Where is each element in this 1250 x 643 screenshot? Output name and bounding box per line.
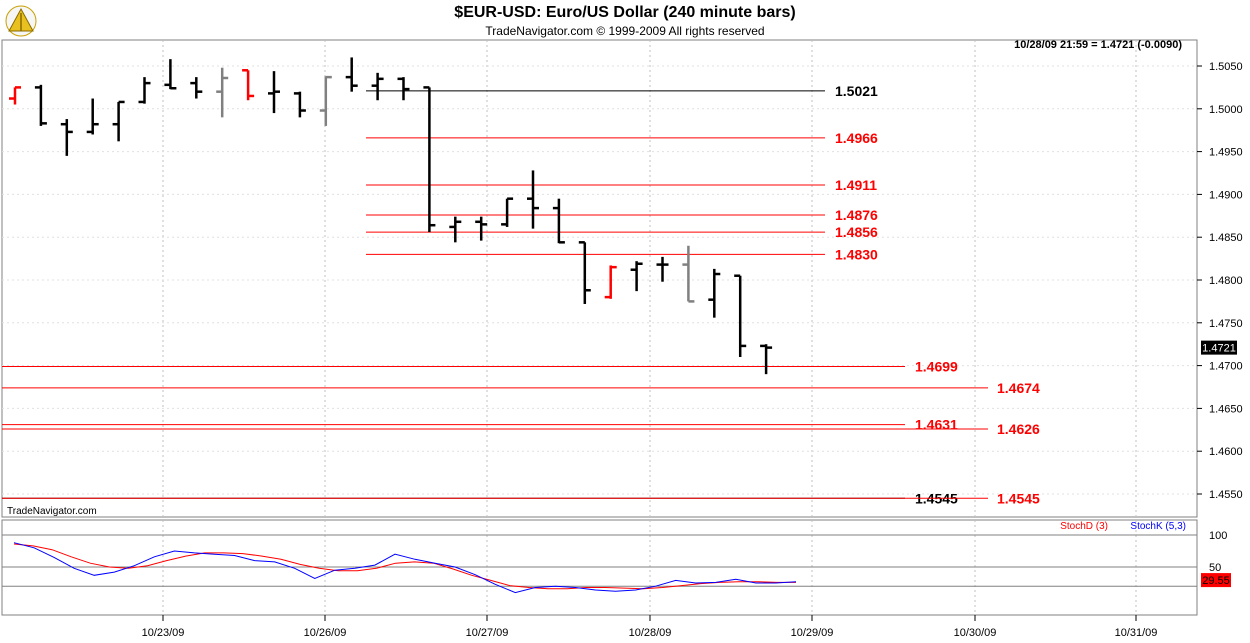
price-level-label: 1.5021	[835, 83, 878, 99]
last-price-label: 1.4721	[1202, 343, 1236, 355]
price-level-label: 1.4626	[997, 421, 1040, 437]
price-level-label: 1.4699	[915, 358, 958, 374]
price-tick-label: 1.4700	[1209, 361, 1243, 373]
price-tick-label: 1.4600	[1209, 446, 1243, 458]
stoch-legend-label-k: StochK (5,3)	[1130, 521, 1186, 532]
price-level-label: 1.4674	[997, 380, 1040, 396]
price-panel-frame	[1, 39, 1198, 518]
trade-navigator-logo-icon	[5, 5, 37, 37]
price-level-label: 1.4876	[835, 207, 878, 223]
stoch-series-line-1	[13, 542, 797, 594]
stoch-tick-label: 50	[1209, 562, 1221, 574]
stoch-tick-label: 100	[1209, 530, 1227, 542]
price-level-label: 1.4856	[835, 224, 878, 240]
date-tick-label: 10/29/09	[791, 627, 834, 639]
chart-subtitle: TradeNavigator.com © 1999-2009 All right…	[485, 24, 765, 38]
price-tick-label: 1.5000	[1209, 104, 1243, 116]
stoch-last-value-label: 29.55	[1202, 575, 1230, 587]
price-level-label: 1.4830	[835, 246, 878, 262]
last-price-marker	[1201, 340, 1237, 355]
price-tick-label: 1.5050	[1209, 61, 1243, 73]
price-level-label: 1.4545	[997, 490, 1040, 506]
price-tick-label: 1.4900	[1209, 189, 1243, 201]
price-tick-label: 1.4800	[1209, 275, 1243, 287]
watermark-text: TradeNavigator.com	[7, 506, 97, 517]
price-tick-label: 1.4850	[1209, 232, 1243, 244]
price-level-label: 1.4631	[915, 417, 958, 433]
stoch-legend-label-d: StochD (3)	[1060, 521, 1108, 532]
date-tick-label: 10/30/09	[954, 627, 997, 639]
stoch-series-line-0	[13, 543, 796, 590]
last-quote-text: 10/28/09 21:59 = 1.4721 (-0.0090)	[1014, 39, 1182, 51]
price-level-label: 1.4966	[835, 130, 878, 146]
price-tick-label: 1.4650	[1209, 403, 1243, 415]
date-tick-label: 10/26/09	[304, 627, 347, 639]
stoch-last-value-marker	[1201, 573, 1231, 588]
date-tick-label: 10/31/09	[1115, 627, 1158, 639]
price-level-label: 1.4911	[835, 177, 877, 193]
price-tick-label: 1.4950	[1209, 147, 1243, 159]
date-tick-label: 10/28/09	[629, 627, 672, 639]
date-tick-label: 10/27/09	[466, 627, 509, 639]
date-tick-label: 10/23/09	[142, 627, 185, 639]
price-tick-label: 1.4750	[1209, 318, 1243, 330]
price-tick-label: 1.4550	[1209, 489, 1243, 501]
chart-title: $EUR-USD: Euro/US Dollar (240 minute bar…	[454, 4, 796, 21]
